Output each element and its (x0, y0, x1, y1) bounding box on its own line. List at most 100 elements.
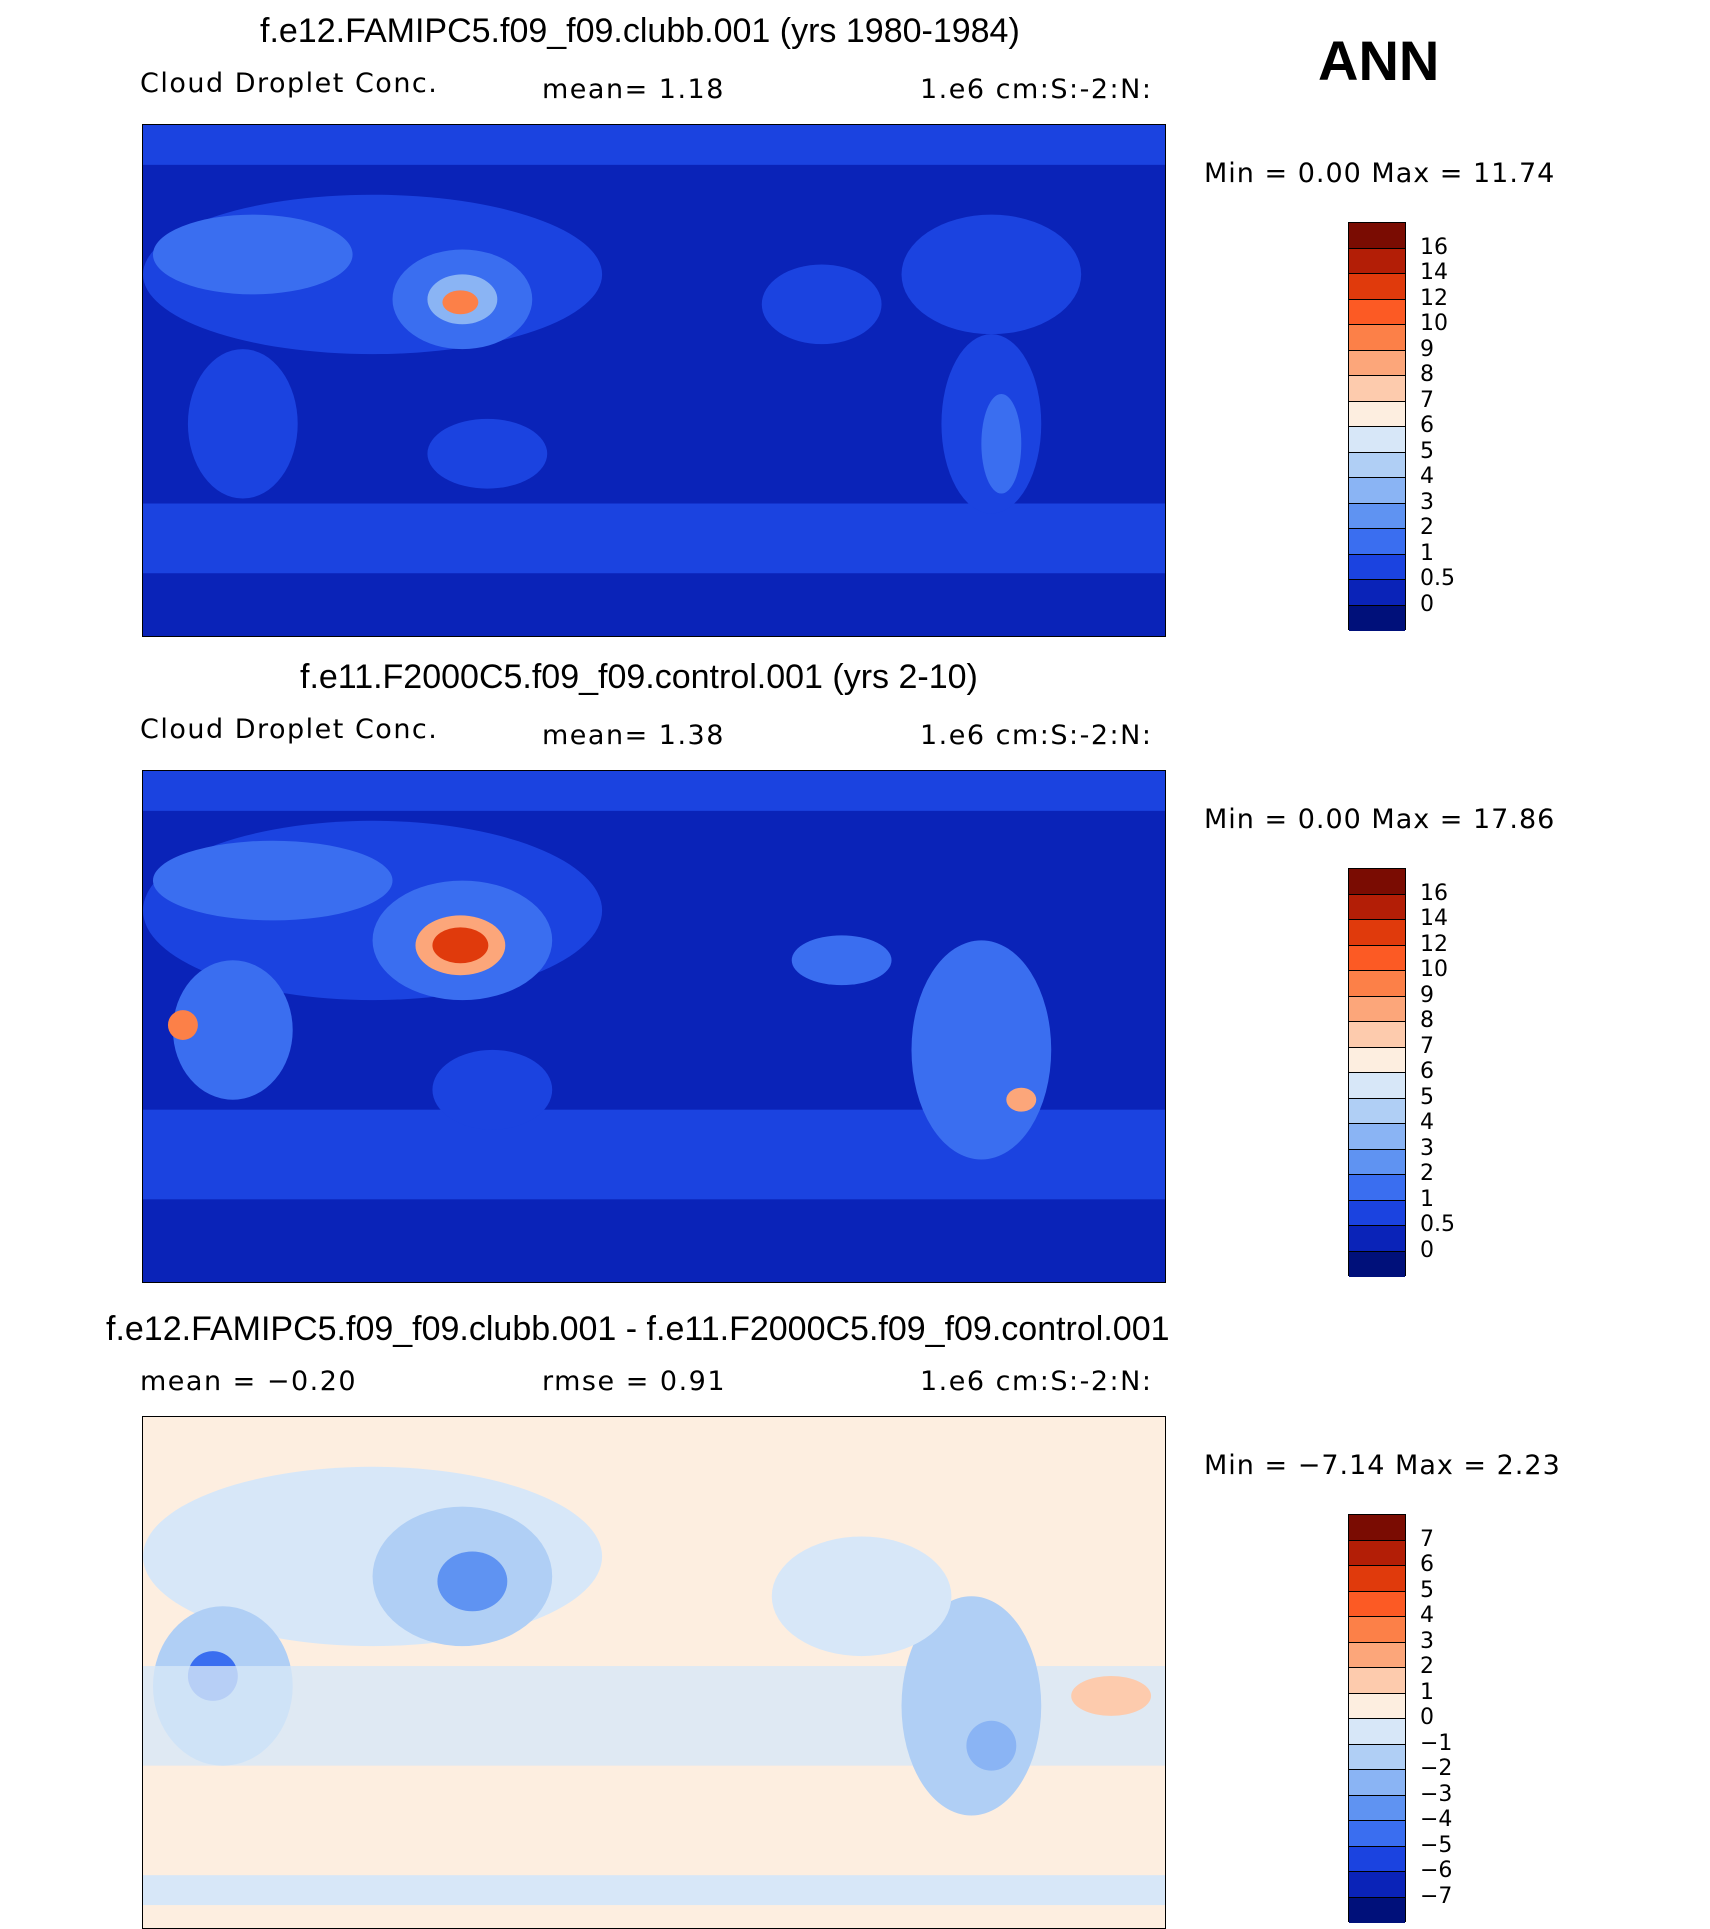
panel3-title: f.e12.FAMIPC5.f09_f09.clubb.001 - f.e11.… (106, 1310, 1170, 1348)
colorbar-tick-label: 0.5 (1420, 1212, 1455, 1237)
colorbar-swatch (1349, 945, 1405, 971)
colorbar-swatch (1349, 1642, 1405, 1668)
panel3-mean: mean = −0.20 (140, 1366, 358, 1397)
panel3-rmse: rmse = 0.91 (542, 1366, 727, 1397)
colorbar-swatch (1349, 1872, 1405, 1898)
colorbar-swatch (1349, 1175, 1405, 1201)
panel1-units: 1.e6 cm:S:-2:N: (920, 74, 1153, 105)
colorbar-tick-label: 4 (1420, 1603, 1434, 1628)
colorbar-tick-label: 6 (1420, 1059, 1434, 1084)
colorbar-swatch (1349, 503, 1405, 529)
colorbar-tick-label: 7 (1420, 1526, 1434, 1552)
colorbar-tick-label: 1 (1420, 1679, 1434, 1705)
panel3-minmax: Min = −7.14 Max = 2.23 (1204, 1450, 1561, 1481)
colorbar-tick-label: 10 (1420, 311, 1448, 336)
colorbar-tick-label: −6 (1420, 1858, 1453, 1883)
colorbar-swatch (1349, 478, 1405, 504)
colorbar-swatch (1349, 1022, 1405, 1048)
colorbar-tick-label: 12 (1420, 285, 1448, 311)
colorbar-swatch (1349, 1591, 1405, 1617)
colorbar-swatch (1349, 1744, 1405, 1770)
colorbar-swatch (1349, 1795, 1405, 1821)
panel1-mean: mean= 1.18 (542, 74, 725, 105)
colorbar-swatch (1349, 996, 1405, 1022)
colorbar-tick-label: 4 (1420, 1110, 1434, 1135)
panel3-colorbar-labels: 7 6 5 4 3 2 1 0 −1 −2 −3 −4 −5 −6 −7 (1420, 1514, 1500, 1922)
colorbar-swatch (1349, 1693, 1405, 1719)
colorbar-swatch (1349, 1668, 1405, 1694)
colorbar-swatch (1349, 1566, 1405, 1592)
colorbar-tick-label: −2 (1420, 1756, 1453, 1781)
panel2-minmax: Min = 0.00 Max = 17.86 (1204, 804, 1556, 835)
colorbar-swatch (1349, 1200, 1405, 1226)
colorbar-swatch (1349, 427, 1405, 453)
colorbar-tick-label: 6 (1420, 413, 1434, 438)
colorbar-tick-label: 2 (1420, 1161, 1434, 1186)
colorbar-tick-label: 2 (1420, 1654, 1434, 1679)
colorbar-swatch (1349, 920, 1405, 946)
colorbar-swatch (1349, 1821, 1405, 1847)
colorbar-swatch (1349, 1770, 1405, 1796)
colorbar-swatch (1349, 299, 1405, 325)
colorbar-tick-label: 8 (1420, 1008, 1434, 1033)
panel2-mean: mean= 1.38 (542, 720, 725, 751)
colorbar-tick-label: −3 (1420, 1781, 1453, 1807)
colorbar-swatch (1349, 1047, 1405, 1073)
colorbar-swatch (1349, 1149, 1405, 1175)
colorbar-tick-label: 7 (1420, 387, 1434, 413)
colorbar-swatch (1349, 971, 1405, 997)
panel2-variable: Cloud Droplet Conc. (140, 714, 439, 745)
panel1-map (142, 124, 1166, 637)
colorbar-tick-label: 2 (1420, 515, 1434, 540)
colorbar-swatch (1349, 1719, 1405, 1745)
colorbar-tick-label: 1 (1420, 1186, 1434, 1212)
colorbar-tick-label: 14 (1420, 260, 1448, 285)
colorbar-tick-label: −4 (1420, 1807, 1453, 1832)
colorbar-tick-label: −7 (1420, 1883, 1453, 1909)
colorbar-swatch (1349, 376, 1405, 402)
colorbar-tick-label: −5 (1420, 1832, 1453, 1858)
colorbar-swatch (1349, 452, 1405, 478)
colorbar-swatch (1349, 1897, 1405, 1923)
panel3-colorbar (1348, 1514, 1406, 1923)
colorbar-swatch (1349, 1073, 1405, 1099)
colorbar-tick-label: 12 (1420, 931, 1448, 957)
colorbar-tick-label: −1 (1420, 1730, 1453, 1756)
colorbar-tick-label: 8 (1420, 362, 1434, 387)
panel1-colorbar-labels: 16 14 12 10 9 8 7 6 5 4 3 2 1 0.5 0 (1420, 222, 1500, 630)
colorbar-tick-label: 16 (1420, 880, 1448, 906)
colorbar-swatch (1349, 248, 1405, 274)
panel3-units: 1.e6 cm:S:-2:N: (920, 1366, 1153, 1397)
colorbar-tick-label: 5 (1420, 1577, 1434, 1603)
panel2-colorbar (1348, 868, 1406, 1277)
colorbar-tick-label: 16 (1420, 234, 1448, 260)
colorbar-swatch (1349, 1251, 1405, 1277)
colorbar-tick-label: 0 (1420, 591, 1434, 617)
colorbar-swatch (1349, 529, 1405, 555)
colorbar-swatch (1349, 325, 1405, 351)
colorbar-swatch (1349, 1540, 1405, 1566)
colorbar-swatch (1349, 554, 1405, 580)
colorbar-tick-label: 0.5 (1420, 566, 1455, 591)
colorbar-tick-label: 3 (1420, 489, 1434, 515)
colorbar-tick-label: 10 (1420, 957, 1448, 982)
panel2-title: f.e11.F2000C5.f09_f09.control.001 (yrs 2… (300, 658, 978, 696)
colorbar-swatch (1349, 580, 1405, 606)
panel1-colorbar (1348, 222, 1406, 631)
colorbar-tick-label: 4 (1420, 464, 1434, 489)
colorbar-tick-label: 3 (1420, 1628, 1434, 1654)
colorbar-tick-label: 9 (1420, 336, 1434, 362)
colorbar-tick-label: 5 (1420, 438, 1434, 464)
colorbar-tick-label: 3 (1420, 1135, 1434, 1161)
panel1-minmax: Min = 0.00 Max = 11.74 (1204, 158, 1556, 189)
colorbar-swatch (1349, 1846, 1405, 1872)
colorbar-swatch (1349, 401, 1405, 427)
panel1-variable: Cloud Droplet Conc. (140, 68, 439, 99)
colorbar-swatch (1349, 1124, 1405, 1150)
colorbar-tick-label: 5 (1420, 1084, 1434, 1110)
colorbar-tick-label: 6 (1420, 1552, 1434, 1577)
colorbar-swatch (1349, 1226, 1405, 1252)
colorbar-tick-label: 7 (1420, 1033, 1434, 1059)
season-label: ANN (1318, 29, 1440, 92)
colorbar-swatch (1349, 605, 1405, 631)
